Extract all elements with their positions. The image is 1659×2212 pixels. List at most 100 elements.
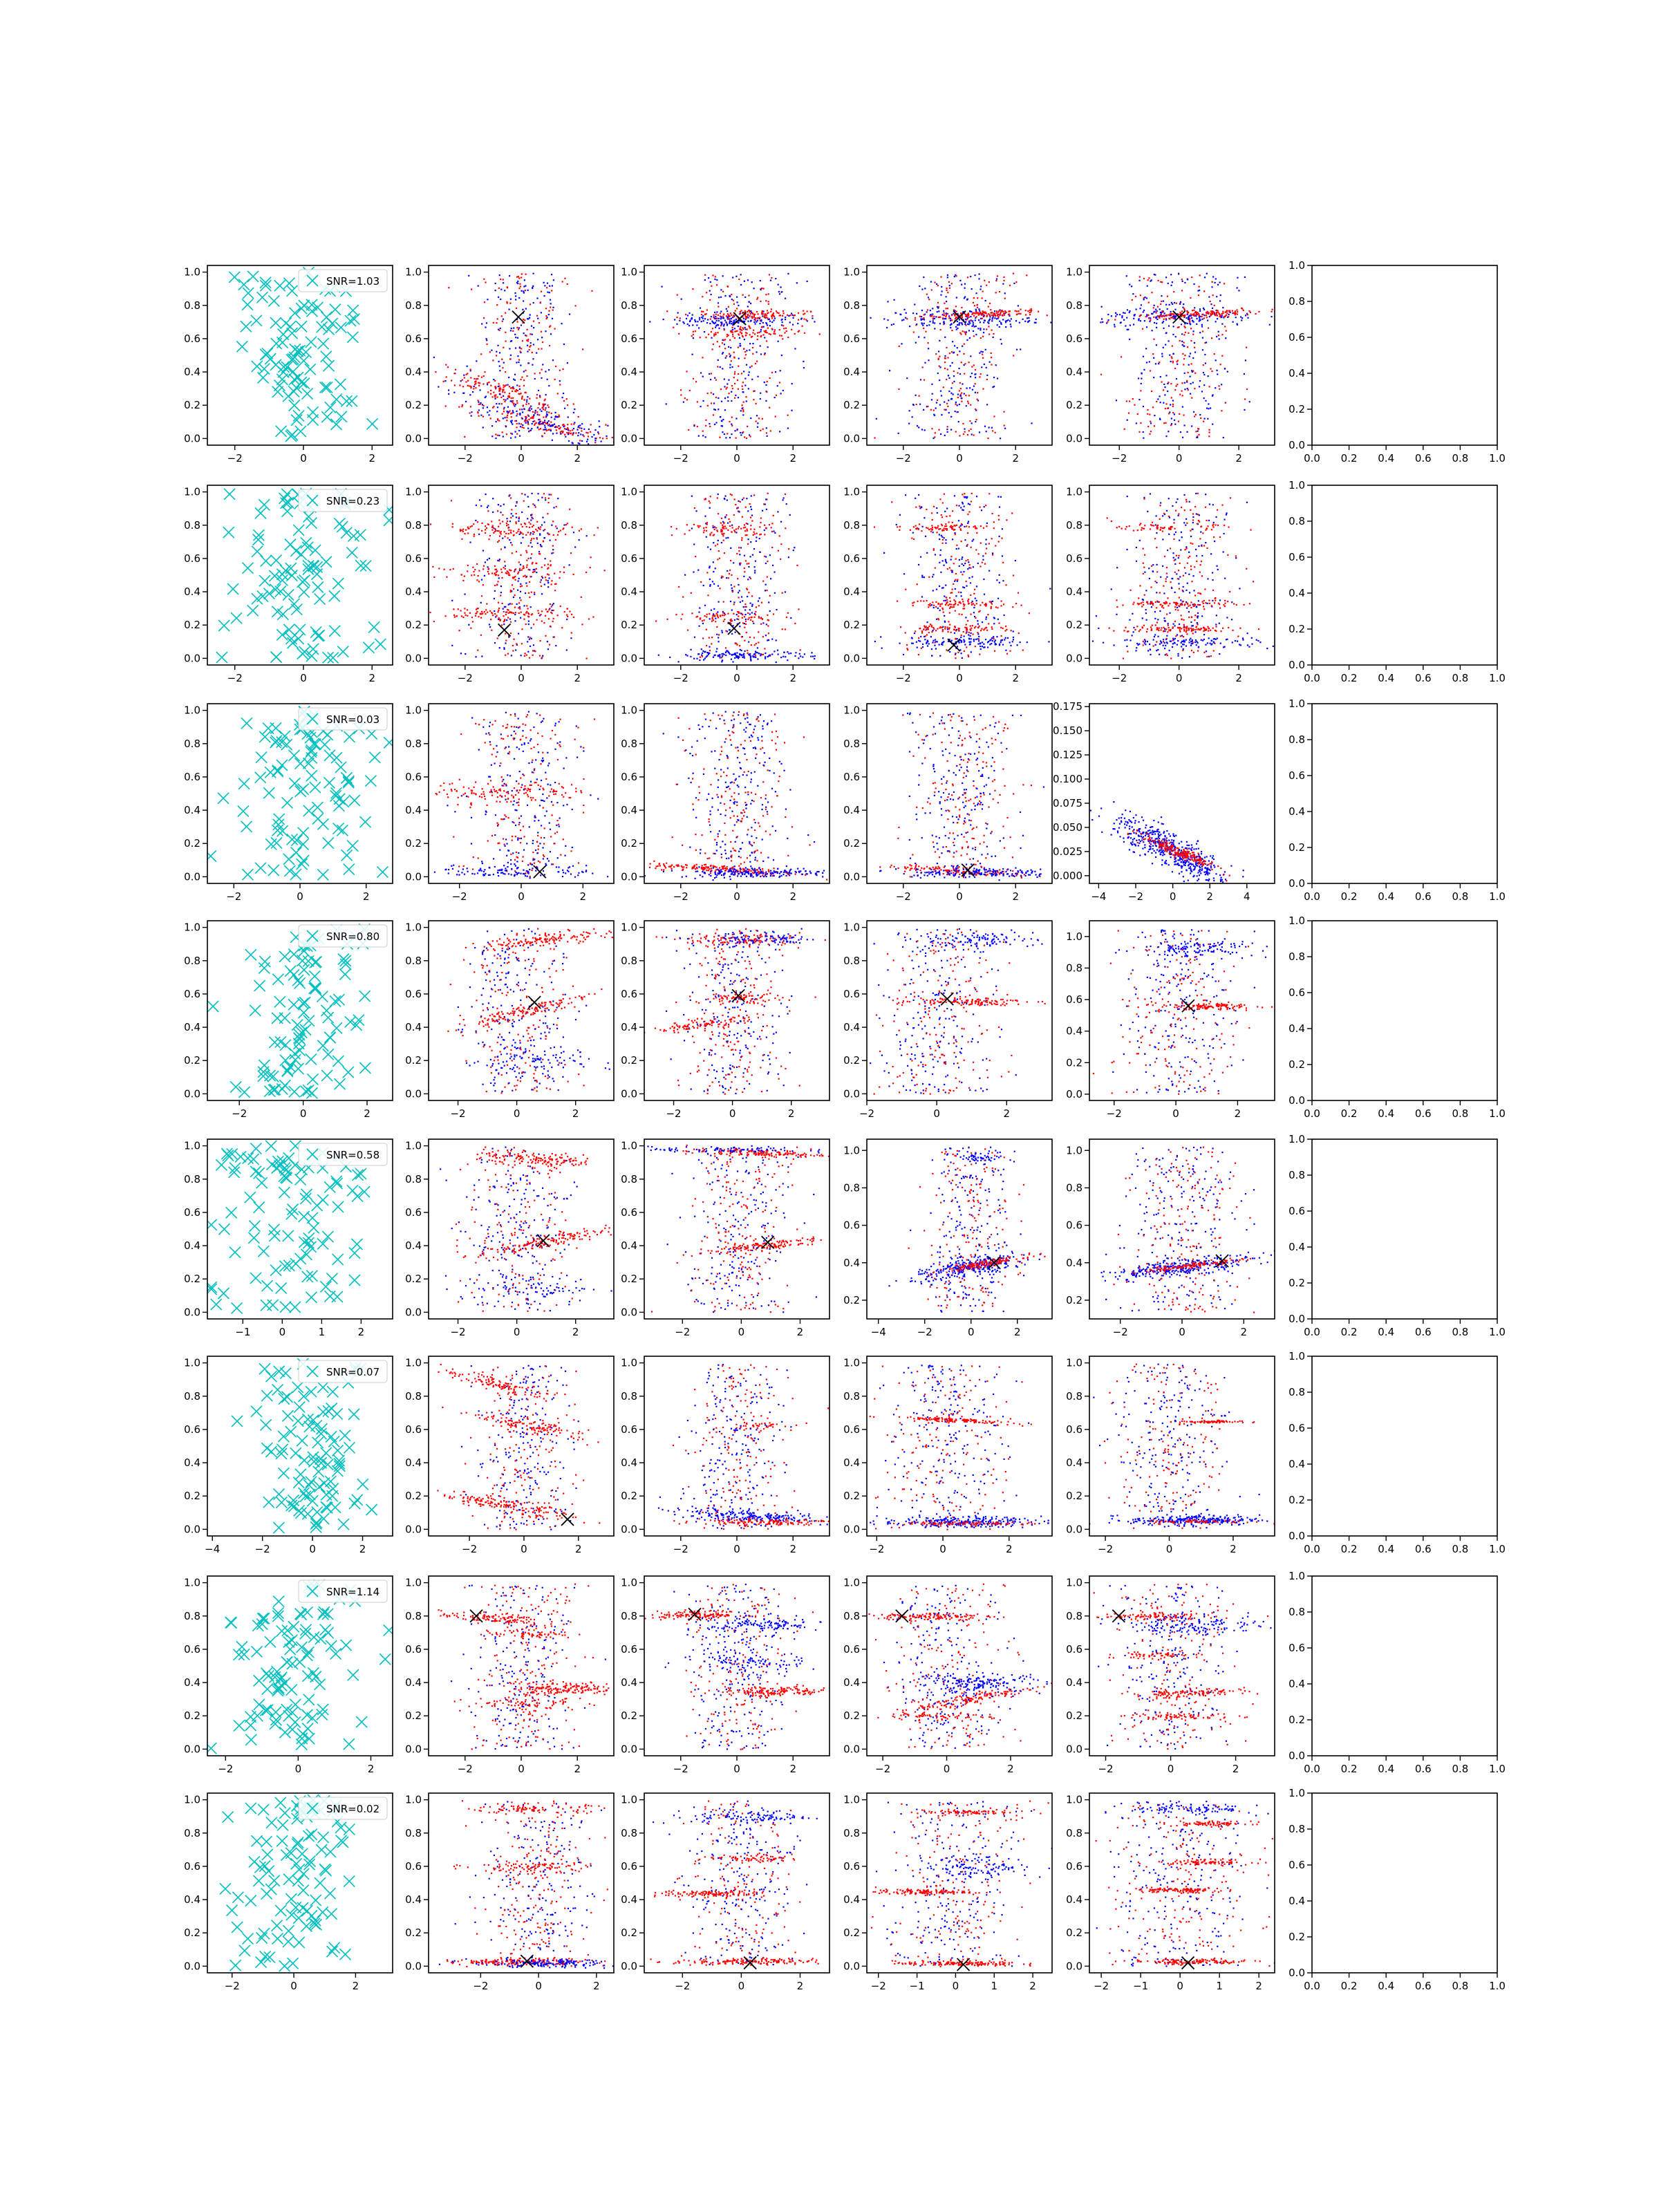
scatter-point	[531, 538, 533, 540]
scatter-point	[765, 652, 767, 655]
scatter-point	[977, 638, 980, 640]
scatter-point	[498, 385, 500, 387]
scatter-point	[939, 549, 941, 551]
scatter-point	[769, 610, 771, 612]
scatter-point	[1172, 315, 1174, 318]
scatter-point	[760, 335, 762, 337]
scatter-point	[744, 357, 746, 359]
scatter-point	[751, 605, 753, 607]
scatter-point	[521, 340, 524, 342]
scatter-point	[745, 400, 747, 402]
scatter-point	[948, 287, 951, 289]
scatter-point	[543, 564, 546, 566]
scatter-point	[549, 539, 551, 541]
scatter-point	[461, 404, 463, 406]
scatter-point	[735, 330, 737, 332]
scatter-point	[983, 646, 985, 648]
scatter-point	[768, 332, 770, 335]
scatter-point	[1205, 341, 1208, 344]
scatter-point	[589, 431, 592, 433]
scatter-point	[776, 608, 778, 611]
scatter-point	[749, 516, 752, 518]
scatter-point	[521, 348, 523, 350]
scatter-point	[747, 279, 749, 281]
scatter-point	[580, 433, 582, 435]
scatter-point	[509, 400, 512, 402]
scatter-point	[488, 538, 490, 541]
scatter-point	[928, 359, 930, 362]
scatter-point	[706, 522, 709, 524]
scatter-point	[593, 534, 595, 536]
scatter-point	[996, 377, 999, 379]
scatter-point	[518, 533, 521, 535]
scatter-point	[481, 323, 483, 325]
scatter-point	[1221, 384, 1223, 386]
scatter-point	[507, 612, 509, 615]
scatter-point	[960, 362, 962, 364]
scatter-point	[1028, 317, 1030, 319]
y-tick-label: 0.2	[405, 399, 422, 411]
scatter-point	[541, 610, 543, 612]
scatter-point	[709, 299, 711, 301]
reference-marker	[336, 521, 348, 533]
scatter-point	[758, 653, 760, 655]
scatter-point	[1198, 285, 1200, 288]
scatter-point	[566, 283, 568, 285]
scatter-point	[760, 328, 762, 330]
scatter-point	[503, 406, 505, 409]
scatter-point	[794, 332, 796, 335]
scatter-point	[528, 638, 530, 640]
scatter-point	[485, 338, 487, 340]
scatter-point	[503, 624, 505, 626]
scatter-point	[739, 601, 741, 603]
scatter-point	[477, 574, 479, 577]
scatter-point	[905, 494, 907, 496]
legend-box	[298, 269, 388, 292]
scatter-point	[970, 500, 972, 503]
scatter-point	[971, 288, 973, 290]
scatter-point	[803, 332, 806, 334]
scatter-point	[763, 529, 765, 532]
scatter-point	[536, 538, 538, 540]
scatter-point	[517, 282, 519, 285]
scatter-point	[496, 418, 499, 420]
scatter-point	[507, 617, 509, 619]
reference-marker	[286, 637, 299, 649]
scatter-point	[1206, 407, 1208, 409]
scatter-point	[451, 644, 453, 646]
scatter-point	[975, 408, 977, 411]
scatter-point	[774, 396, 776, 399]
reference-marker	[330, 418, 343, 431]
scatter-point	[523, 613, 525, 616]
scatter-point	[709, 565, 711, 568]
scatter-point	[954, 534, 956, 536]
scatter-point	[751, 520, 753, 522]
scatter-point	[729, 622, 731, 624]
scatter-point	[946, 274, 948, 276]
scatter-point	[959, 315, 961, 317]
scatter-point	[998, 535, 1000, 538]
scatter-point	[1174, 315, 1176, 317]
scatter-point	[951, 362, 953, 364]
scatter-point	[975, 409, 977, 411]
scatter-point	[967, 522, 969, 524]
scatter-point	[918, 427, 920, 429]
scatter-point	[955, 653, 957, 655]
scatter-point	[728, 393, 730, 395]
scatter-point	[750, 319, 752, 321]
scatter-point	[554, 538, 556, 541]
scatter-point	[527, 641, 529, 643]
scatter-point	[532, 344, 535, 346]
scatter-point	[775, 639, 777, 641]
scatter-point	[780, 393, 782, 395]
scatter-point	[527, 414, 529, 416]
scatter-point	[506, 572, 508, 574]
scatter-point	[775, 310, 778, 312]
scatter-point	[965, 580, 967, 583]
scatter-point	[737, 317, 739, 319]
scatter-point	[951, 314, 953, 317]
scatter-point	[1212, 311, 1214, 314]
reference-marker	[309, 544, 321, 556]
scatter-point	[543, 493, 545, 495]
scatter-point	[491, 406, 494, 409]
